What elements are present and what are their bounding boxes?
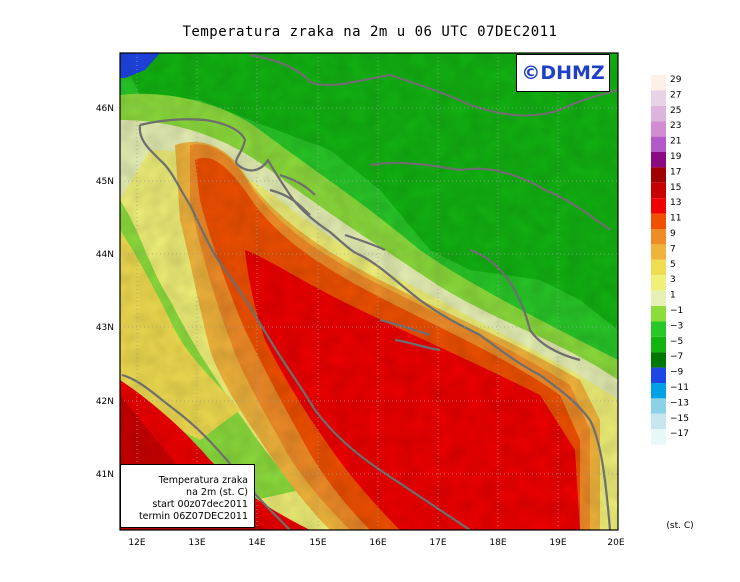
legend-label: 23 [670,121,681,131]
lat-label-45n: 45N [96,177,114,187]
legend-swatch [651,121,666,137]
lat-label-44n: 44N [96,250,114,260]
lon-label-15e: 15E [309,538,326,548]
legend-label: 9 [670,229,676,239]
legend-swatch [651,306,666,322]
legend-swatch [651,413,666,430]
legend-label: 7 [670,244,676,254]
legend-swatch [651,198,666,214]
legend-swatch [651,336,666,353]
lat-label-46n: 46N [96,104,114,114]
legend-swatch [651,429,666,445]
lat-label-43n: 43N [96,323,114,333]
legend-label: 19 [670,152,682,162]
legend-swatch [651,75,666,91]
legend-label: 17 [670,167,681,177]
lon-label-17e: 17E [429,538,446,548]
legend-swatch [651,229,666,245]
legend-swatch [651,367,666,383]
legend-label: 13 [670,198,681,208]
info-line-1: Temperatura zraka [158,475,248,486]
legend-swatch [651,152,666,168]
legend-swatch [651,90,666,106]
grid [120,53,618,530]
lon-label-18e: 18E [489,538,506,548]
legend-swatch [651,290,666,306]
legend-label: 21 [670,137,681,147]
lon-label-14e: 14E [248,538,265,548]
legend-label: −7 [670,352,683,362]
legend-label: 27 [670,90,681,100]
legend-label: −5 [670,337,683,347]
legend-swatch [651,352,666,368]
legend-swatch [651,136,666,152]
legend-label: 5 [670,260,676,270]
legend-label: 3 [670,275,676,285]
legend-label: 15 [670,183,681,193]
info-line-3: start 00z07dec2011 [152,499,248,510]
legend-label: −17 [670,429,689,439]
info-box: Temperatura zraka na 2m (st. C) start 00… [120,464,255,528]
legend-label: 11 [670,214,681,224]
legend-label: −3 [670,321,683,331]
latitude-axis: 41N 42N 43N 44N 45N 46N [96,104,114,480]
lon-label-16e: 16E [369,538,386,548]
info-line-2: na 2m (st. C) [186,487,248,498]
lon-label-12e: 12E [128,538,145,548]
legend-swatch [651,259,666,276]
lat-label-42n: 42N [96,397,114,407]
legend-unit: (st. C) [666,521,693,531]
lat-label-41n: 41N [96,470,114,480]
legend-label: 29 [670,75,682,85]
legend-label: −9 [670,368,684,378]
legend-swatch [651,182,666,199]
legend-label: −15 [670,414,689,424]
legend-swatch [651,321,666,337]
legend-swatch [651,275,666,291]
lon-label-20e: 20E [607,538,624,548]
legend-swatch [651,167,666,183]
legend-swatch [651,105,666,122]
lon-label-13e: 13E [188,538,205,548]
legend-label: 1 [670,291,676,301]
legend-swatch [651,213,666,229]
coastline [121,53,618,530]
dhmz-logo: ©DHMZ [516,54,610,92]
legend-label: −13 [670,398,689,408]
map-frame [119,52,619,531]
legend-swatch [651,398,666,414]
legend-swatch [651,383,666,399]
longitude-axis: 12E 13E 14E 15E 16E 17E 18E 19E 20E [128,538,624,548]
legend-label: −1 [670,306,683,316]
legend-swatch [651,244,666,260]
info-line-4: termin 06Z07DEC2011 [138,511,248,522]
legend-label: 25 [670,106,681,116]
temperature-field [120,53,618,530]
legend-label: −11 [670,383,689,393]
map-title: Temperatura zraka na 2m u 06 UTC 07DEC20… [182,24,558,40]
lon-label-19e: 19E [549,538,566,548]
